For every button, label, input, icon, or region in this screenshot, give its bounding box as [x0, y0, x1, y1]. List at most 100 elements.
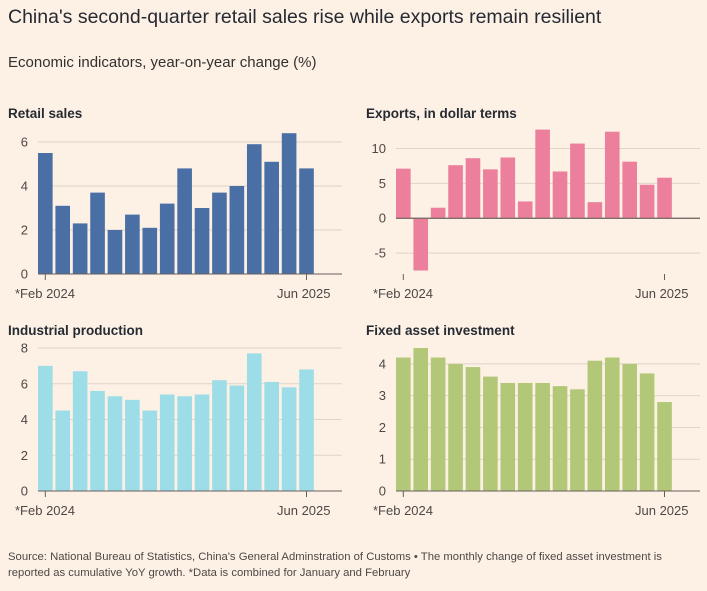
retail-sales-panel: Retail sales 0 2 4 6 *Feb 2024 Jun 2025 — [8, 106, 348, 306]
fixed-asset-investment-chart: 0 1 2 3 4 *Feb 2024 Jun 2025 — [373, 348, 700, 518]
fixed-asset-investment-bar — [657, 402, 672, 491]
retail-sales-y-tick-label: 2 — [21, 223, 28, 238]
industrial-production-y-tick-label: 4 — [21, 412, 28, 427]
industrial-production-bar — [264, 381, 279, 491]
retail-sales-bar — [212, 192, 227, 274]
exports-chart: -5 0 5 10 *Feb 2024 Jun 2025 — [372, 129, 700, 301]
fixed-asset-investment-bar — [413, 348, 429, 491]
fixed-asset-investment-bar — [396, 357, 411, 491]
retail-sales-bar — [229, 186, 245, 274]
industrial-production-bar — [159, 394, 175, 491]
fixed-asset-investment-bar — [604, 357, 620, 491]
chart-title: China's second-quarter retail sales rise… — [8, 6, 602, 28]
retail-sales-bar — [159, 203, 175, 274]
exports-in-dollar-terms-bar — [570, 143, 585, 219]
industrial-production-bar — [125, 399, 140, 491]
industrial-production-bar — [299, 369, 314, 491]
industrial-production-title: Industrial production — [8, 323, 143, 338]
exports-in-dollar-terms-y-tick-label: 0 — [379, 211, 386, 226]
fixed-asset-investment-title: Fixed asset investment — [366, 323, 515, 338]
fixed-asset-investment-x-tick-label: Jun 2025 — [635, 503, 689, 518]
retail-sales-y-tick-label: 6 — [21, 135, 28, 150]
retail-sales-bar — [55, 205, 71, 274]
exports-in-dollar-terms-y-tick-label: -5 — [374, 246, 386, 261]
retail-sales-bar — [177, 168, 192, 274]
industrial-production-bar — [55, 410, 71, 491]
retail-sales-bar — [72, 223, 88, 274]
fixed-asset-investment-y-tick-label: 2 — [379, 420, 386, 435]
chart-subtitle: Economic indicators, year-on-year change… — [8, 54, 317, 71]
exports-in-dollar-terms-bar — [500, 157, 516, 219]
retail-sales-x-tick-label: Jun 2025 — [277, 286, 331, 301]
exports-in-dollar-terms-bar — [483, 169, 498, 219]
fixed-asset-investment-y-tick-label: 1 — [379, 452, 386, 467]
industrial-production-bar — [194, 394, 210, 491]
exports-in-dollar-terms-bar — [535, 129, 550, 219]
fixed-asset-investment-y-tick-label: 3 — [379, 388, 386, 403]
exports-in-dollar-terms-x-tick-label: *Feb 2024 — [373, 286, 433, 301]
industrial-production-bar — [90, 390, 105, 491]
fixed-asset-investment-bar — [500, 382, 516, 491]
exports-in-dollar-terms-bar — [413, 218, 429, 271]
exports-in-dollar-terms-bar — [604, 131, 620, 219]
retail-sales-x-tick-label: *Feb 2024 — [15, 286, 75, 301]
fixed-asset-investment-bar — [517, 382, 533, 491]
fixed-asset-investment-bar — [535, 382, 550, 491]
exports-in-dollar-terms-bar — [517, 201, 533, 219]
exports-in-dollar-terms-bar — [396, 168, 411, 219]
exports-in-dollar-terms-x-tick-label: Jun 2025 — [635, 286, 689, 301]
fixed-asset-investment-bar — [552, 386, 568, 491]
industrial-production-y-tick-label: 0 — [21, 484, 28, 499]
industrial-production-bar — [246, 353, 262, 491]
exports-in-dollar-terms-bar — [622, 161, 637, 219]
fixed-asset-investment-bar — [483, 376, 498, 491]
industrial-production-panel: Industrial production 0 2 4 6 8 *Feb 2024 Jun … — [8, 323, 348, 523]
exports-in-dollar-terms-y-tick-label: 5 — [379, 176, 386, 191]
exports-in-dollar-terms-bar — [448, 165, 463, 219]
fixed-asset-investment-bar — [639, 373, 655, 491]
retail-sales-bar — [107, 230, 123, 274]
industrial-production-x-tick-label: *Feb 2024 — [15, 503, 75, 518]
retail-sales-bar — [264, 161, 279, 274]
retail-sales-chart: 0 2 4 6 *Feb 2024 Jun 2025 — [15, 133, 342, 301]
retail-sales-bar — [194, 208, 210, 274]
retail-sales-title: Retail sales — [8, 106, 83, 121]
source-note: Source: National Bureau of Statistics, C… — [8, 551, 662, 579]
industrial-production-y-tick-label: 6 — [21, 376, 28, 391]
retail-sales-bar — [281, 133, 297, 274]
exports-panel: Exports, in dollar terms -5 0 5 10 *Feb 2024… — [366, 106, 706, 306]
fixed-asset-investment-bar — [587, 360, 603, 491]
fixed-asset-investment-bar — [430, 357, 446, 491]
fixed-asset-investment-bar — [465, 367, 481, 491]
fixed-asset-investment-bar — [448, 363, 463, 491]
industrial-production-y-tick-label: 2 — [21, 448, 28, 463]
exports-in-dollar-terms-bar — [465, 158, 481, 219]
retail-sales-bar — [299, 168, 314, 274]
exports-in-dollar-terms-bar — [552, 171, 568, 219]
industrial-production-bar — [229, 385, 245, 491]
retail-sales-bar — [90, 192, 105, 274]
fixed-asset-investment-panel: Fixed asset investment 0 1 2 3 4 *Feb 2024 Jun… — [366, 323, 706, 523]
retail-sales-y-tick-label: 4 — [21, 179, 28, 194]
exports-in-dollar-terms-bar — [587, 202, 603, 219]
exports-in-dollar-terms-bar — [430, 207, 446, 219]
industrial-production-bar — [177, 396, 192, 491]
retail-sales-bar — [38, 153, 53, 274]
industrial-production-y-tick-label: 8 — [21, 341, 28, 356]
exports-title: Exports, in dollar terms — [366, 106, 517, 121]
industrial-production-bar — [212, 380, 227, 491]
industrial-production-chart: 0 2 4 6 8 *Feb 2024 Jun 2025 — [15, 341, 342, 518]
industrial-production-x-tick-label: Jun 2025 — [277, 503, 331, 518]
retail-sales-bar — [142, 227, 158, 274]
industrial-production-bar — [72, 371, 88, 491]
fixed-asset-investment-y-tick-label: 4 — [379, 356, 386, 371]
retail-sales-y-tick-label: 0 — [21, 267, 28, 282]
fixed-asset-investment-bar — [570, 389, 585, 491]
retail-sales-bar — [125, 214, 140, 274]
fixed-asset-investment-x-tick-label: *Feb 2024 — [373, 503, 433, 518]
exports-in-dollar-terms-bar — [639, 184, 655, 219]
industrial-production-bar — [142, 410, 158, 491]
exports-in-dollar-terms-y-tick-label: 10 — [372, 141, 386, 156]
fixed-asset-investment-y-tick-label: 0 — [379, 484, 386, 499]
industrial-production-bar — [38, 365, 53, 491]
